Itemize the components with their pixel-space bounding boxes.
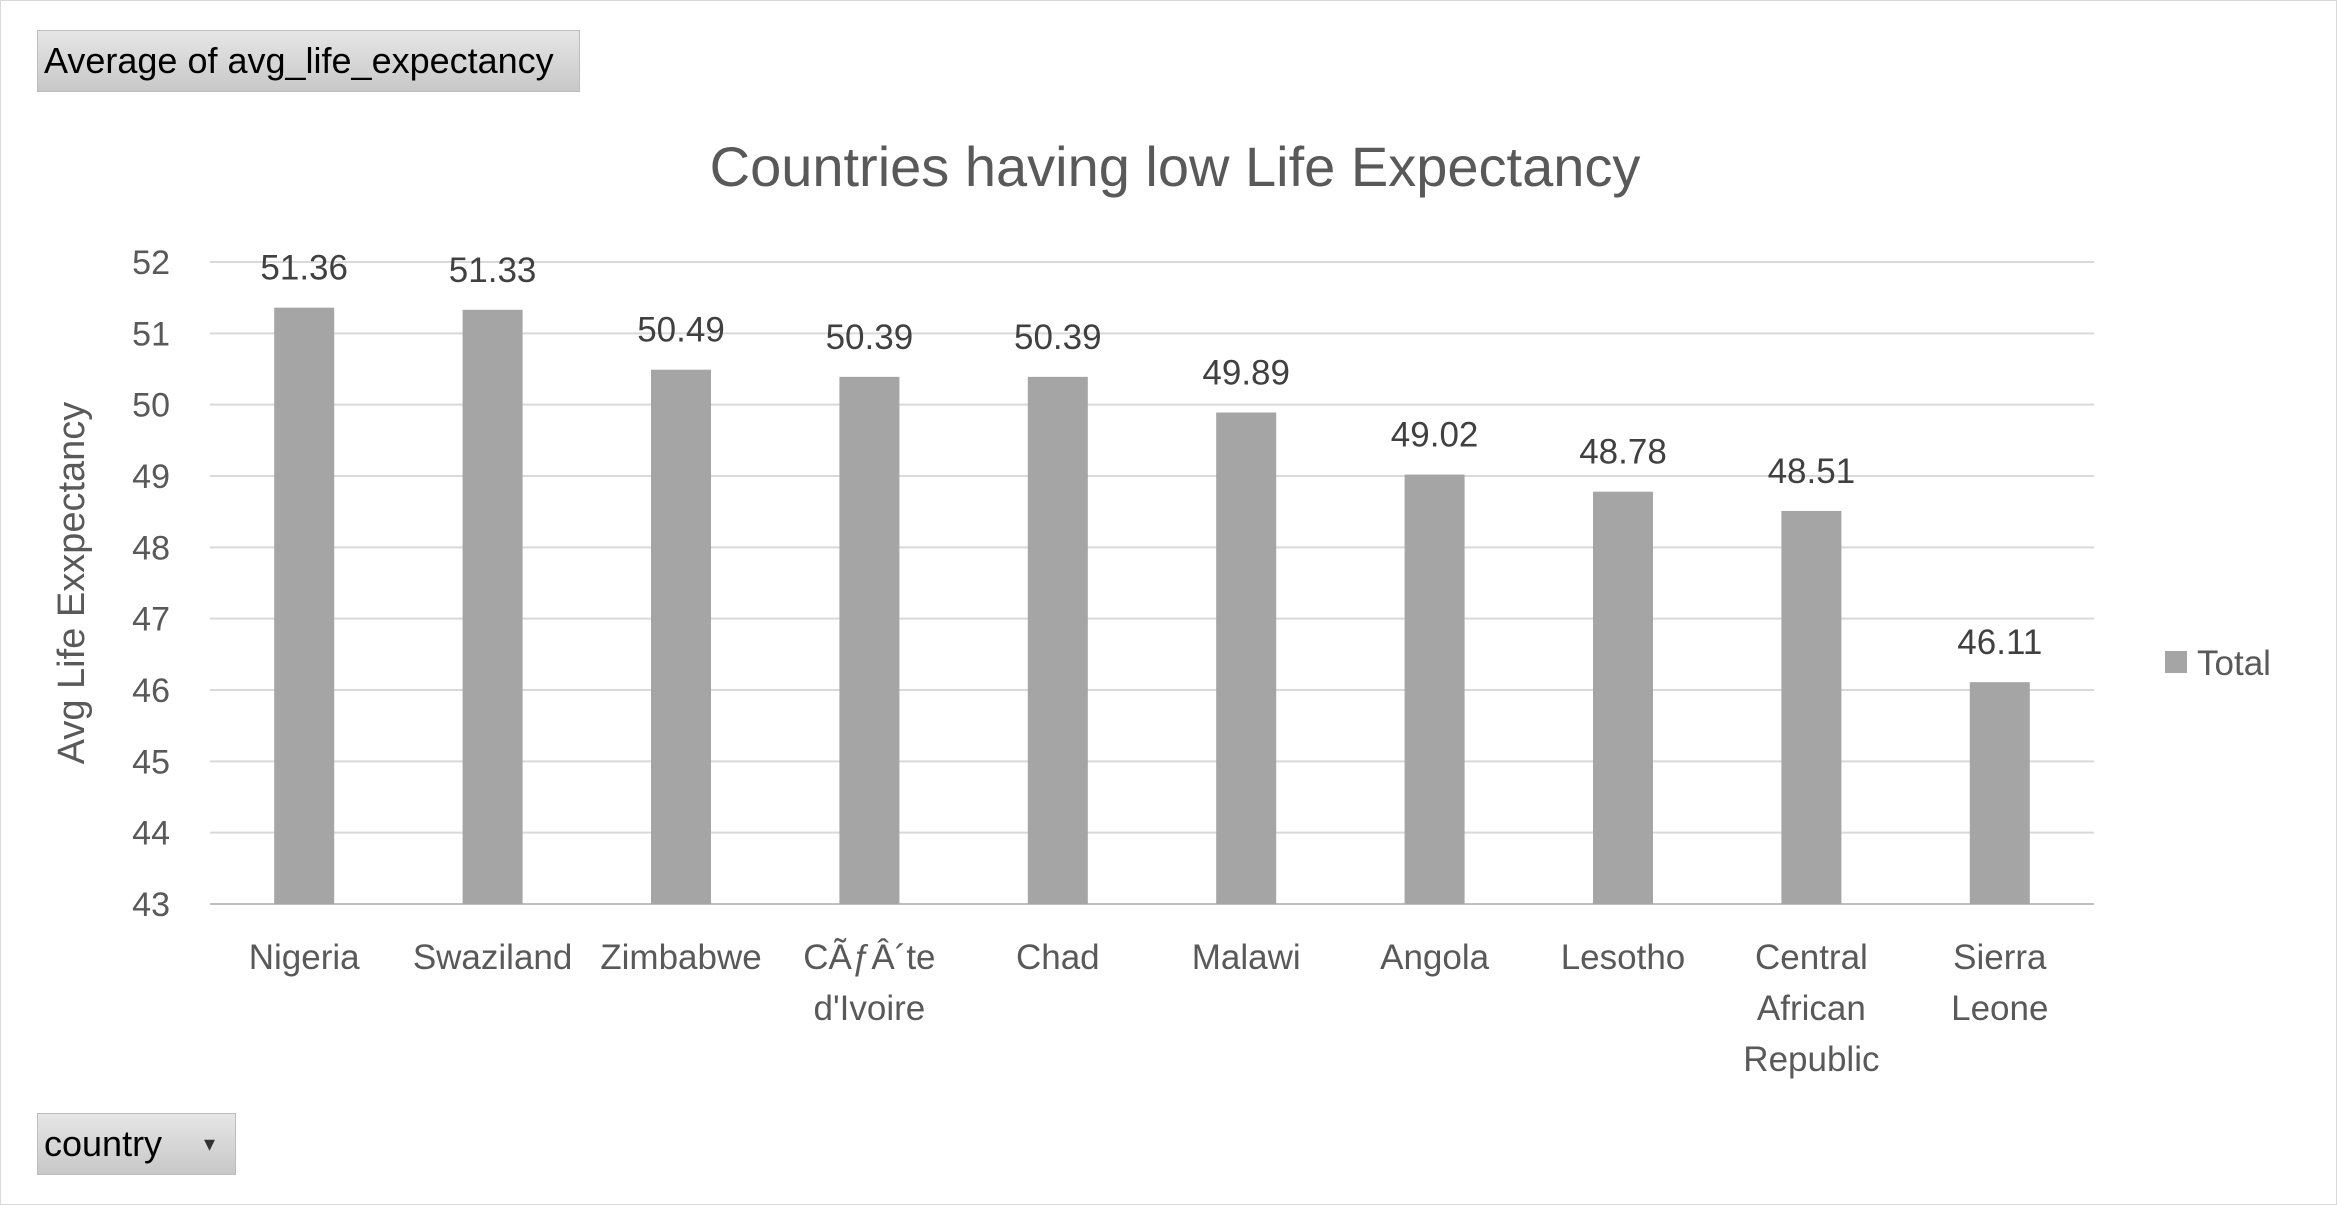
pivot-measure-button[interactable]: Average of avg_life_expectancy [37, 30, 580, 92]
bar [839, 376, 900, 904]
data-label: 49.89 [1202, 354, 1290, 393]
x-tick-label: Swaziland [413, 938, 573, 977]
data-label: 51.33 [449, 251, 537, 290]
x-tick-label: Sierra [1953, 938, 2047, 977]
y-tick-label: 43 [132, 886, 170, 924]
chart-title: Countries having low Life Expectancy [710, 135, 1641, 198]
bar [1027, 376, 1088, 904]
x-tick-label: Leone [1951, 989, 2048, 1028]
bar [1216, 412, 1277, 904]
data-labels: 51.36 51.33 50.49 50.39 50.39 49.89 49.02 48.78… [260, 249, 2042, 663]
bar [651, 369, 711, 904]
bars [274, 307, 2030, 904]
bar [1781, 510, 1842, 904]
x-tick-label: Chad [1016, 938, 1100, 977]
y-tick-label: 51 [132, 315, 170, 353]
x-tick-label: Republic [1743, 1040, 1879, 1079]
chevron-down-icon[interactable]: ▾ [203, 1131, 215, 1156]
data-label: 50.39 [1014, 318, 1102, 357]
legend: Total [2165, 644, 2271, 683]
bar [462, 309, 523, 904]
x-axis-categories: Nigeria Swaziland Zimbabwe CÃƒÂ´te d'Ivoire C… [249, 938, 2049, 1079]
data-label: 48.51 [1768, 452, 1856, 491]
y-tick-label: 48 [132, 529, 170, 567]
y-axis-ticks: 43 44 45 46 47 48 49 50 51 52 [132, 244, 170, 924]
legend-swatch [2165, 651, 2187, 673]
gridlines [210, 261, 2094, 905]
x-tick-label: Zimbabwe [600, 938, 761, 977]
y-axis-label: Avg Life Exxpectancy [51, 402, 93, 765]
legend-entry-total: Total [2197, 644, 2271, 683]
bar [1593, 491, 1653, 904]
y-tick-label: 49 [132, 458, 170, 496]
pivot-field-button[interactable]: country ▾ [37, 1113, 236, 1175]
x-tick-label: Lesotho [1561, 938, 1686, 977]
data-label: 50.39 [826, 318, 914, 357]
bar [1404, 474, 1465, 904]
y-tick-label: 45 [132, 743, 170, 781]
x-tick-label: Nigeria [249, 938, 360, 977]
data-label: 51.36 [260, 249, 348, 288]
bar [1969, 682, 2030, 904]
data-label: 48.78 [1579, 433, 1667, 472]
y-tick-label: 52 [132, 244, 170, 282]
data-label: 46.11 [1957, 623, 2042, 662]
data-label: 49.02 [1391, 416, 1479, 455]
y-tick-label: 47 [132, 601, 170, 639]
x-tick-label: Central [1755, 938, 1868, 977]
pivot-field-label: country [44, 1123, 163, 1164]
y-tick-label: 50 [132, 387, 170, 425]
bar [274, 307, 335, 904]
x-tick-label: CÃƒÂ´te [803, 938, 935, 977]
x-tick-label: d'Ivoire [814, 989, 926, 1028]
data-label: 50.49 [637, 311, 725, 350]
y-tick-label: 46 [132, 672, 170, 710]
x-tick-label: Angola [1380, 938, 1490, 977]
x-tick-label: Malawi [1192, 938, 1301, 977]
x-tick-label: African [1757, 989, 1866, 1028]
y-tick-label: 44 [132, 815, 170, 853]
pivot-measure-label: Average of avg_life_expectancy [44, 40, 554, 81]
